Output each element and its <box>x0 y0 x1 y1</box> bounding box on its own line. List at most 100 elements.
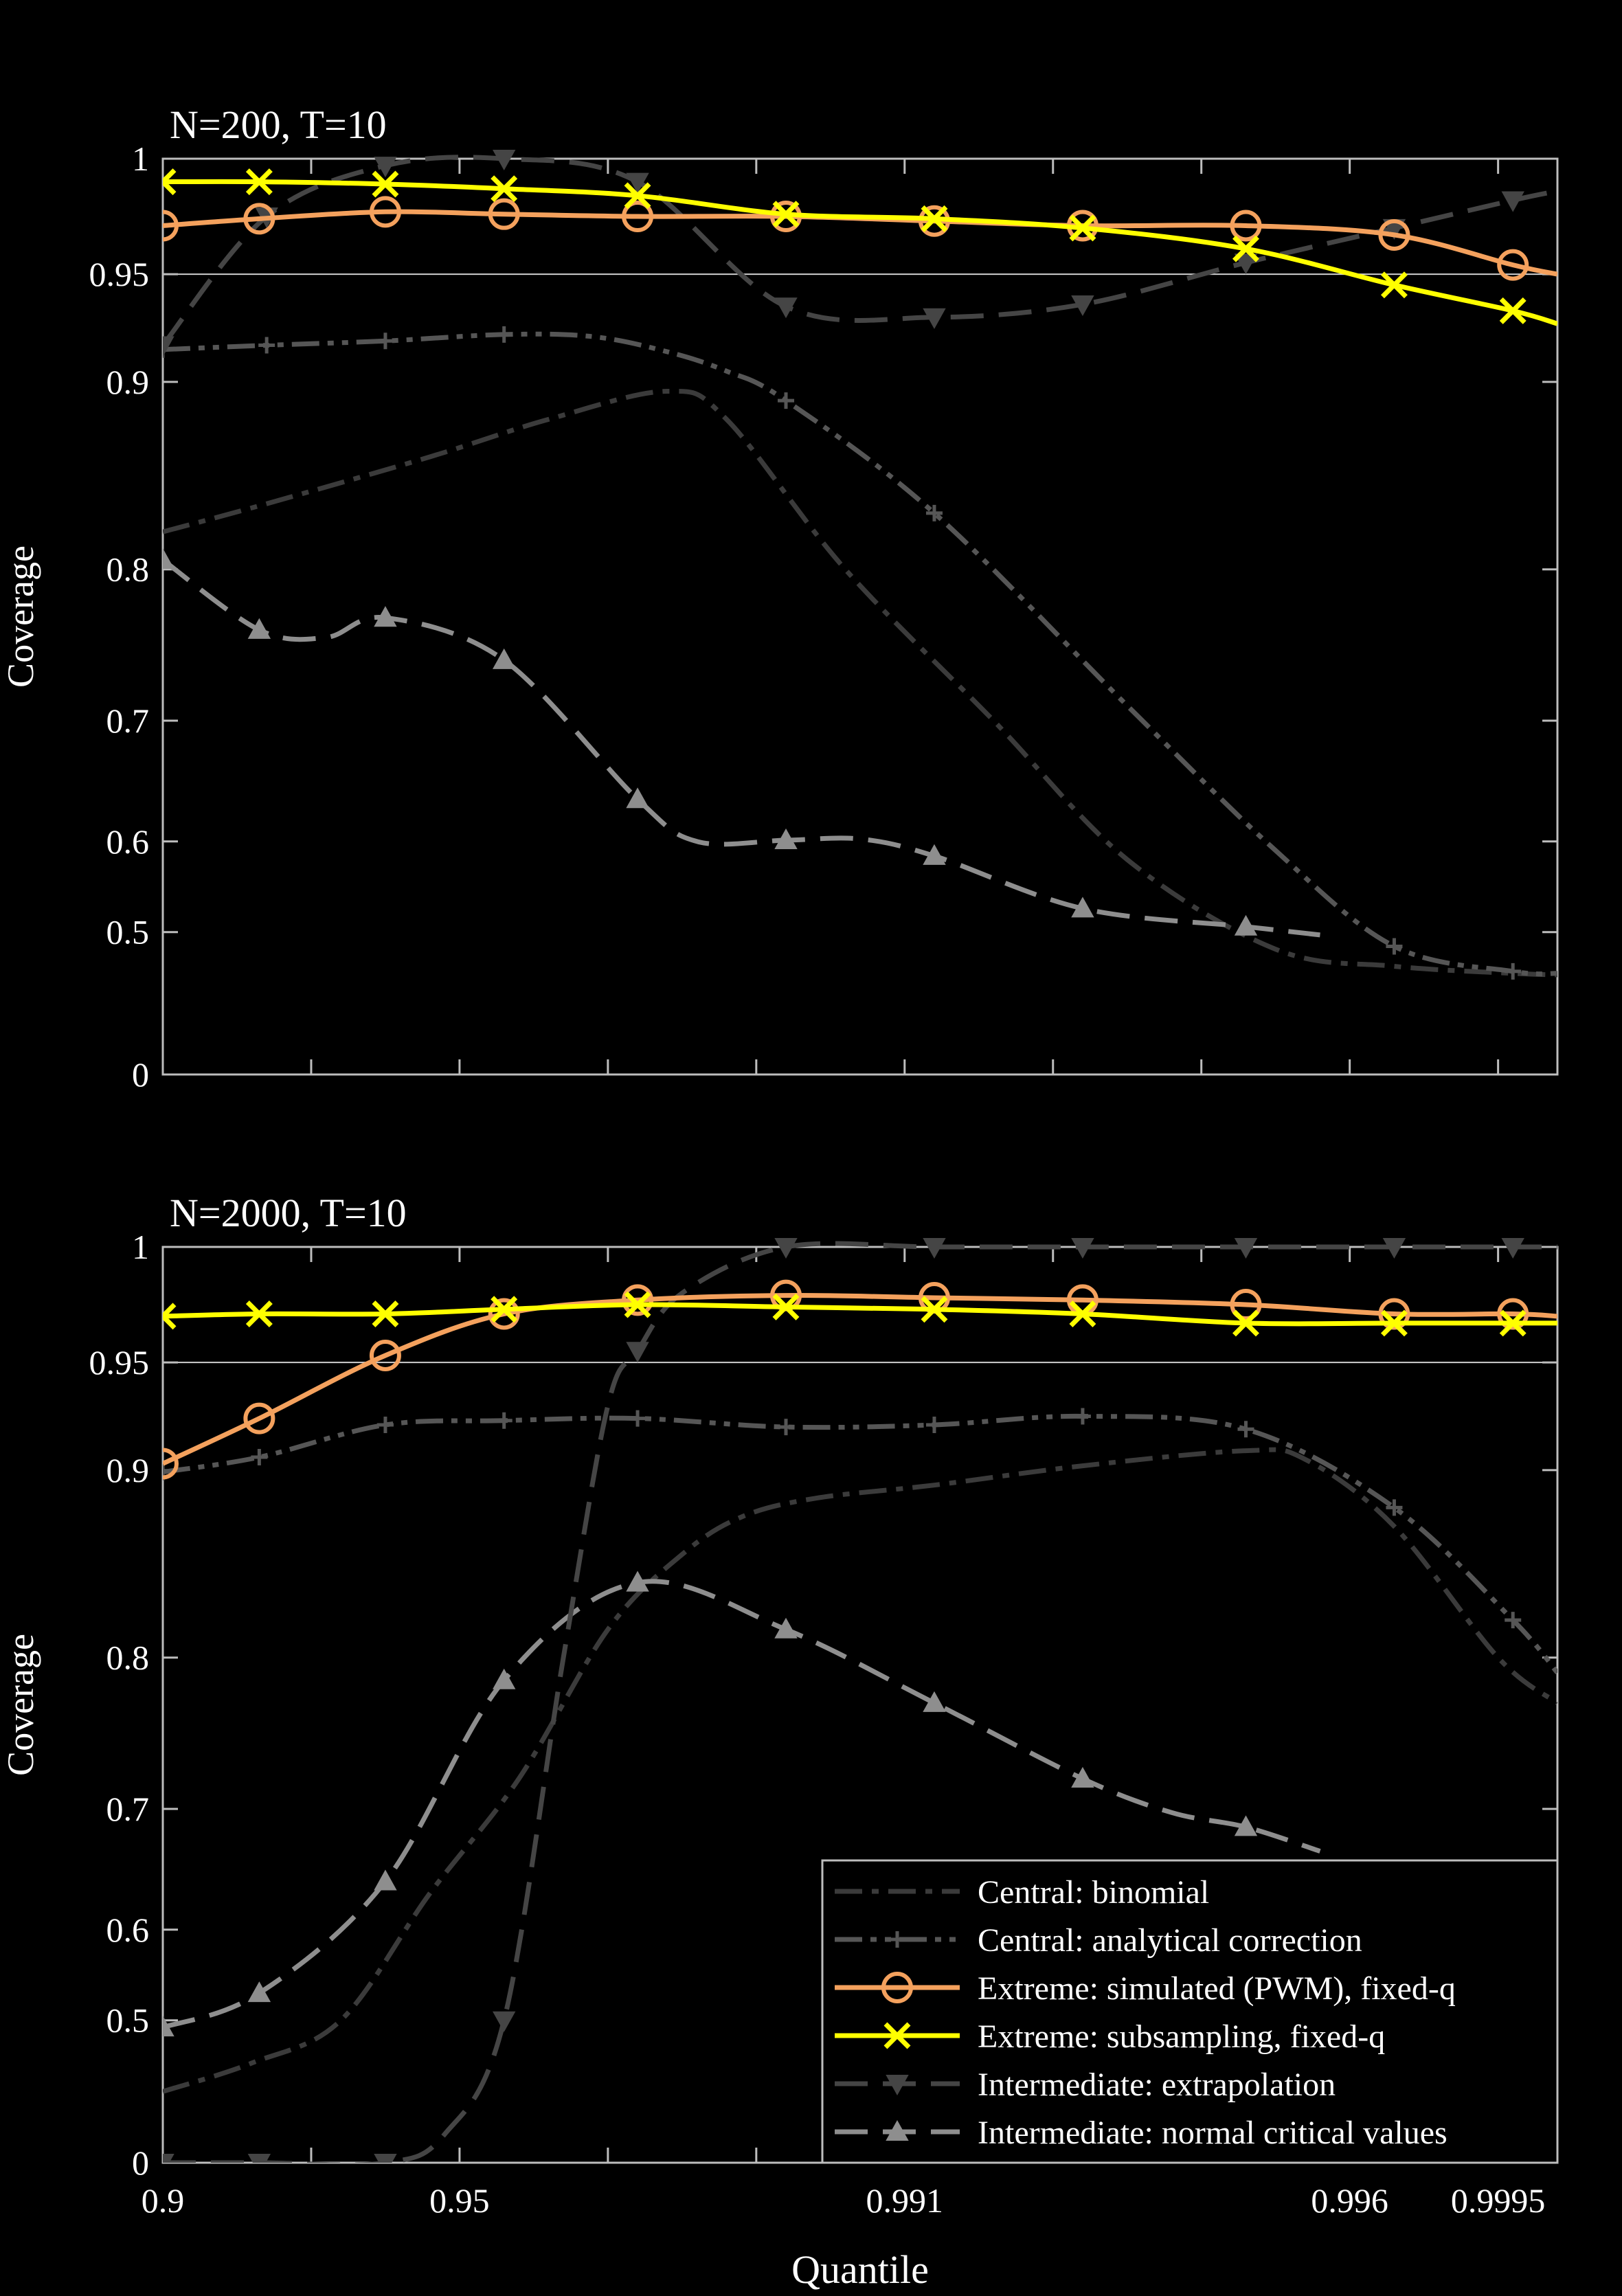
series-marker-extreme-simulated-pwm-fixed-q <box>1230 210 1262 242</box>
series-marker-extreme-simulated-pwm-fixed-q <box>243 203 275 235</box>
legend-label-intermediate-normal-critical-values: Intermediate: normal critical values <box>978 2115 1448 2151</box>
series-marker-intermediate-normal-critical-values <box>626 787 649 809</box>
y-tick-label: 0.9 <box>106 363 150 401</box>
series-marker-extreme-subsampling-fixed-q <box>1380 1309 1408 1337</box>
y-tick-label: 0.9 <box>106 1451 150 1489</box>
series-marker-intermediate-normal-critical-values <box>923 1691 946 1712</box>
series-marker-extreme-subsampling-fixed-q <box>1499 1309 1527 1337</box>
series-marker-intermediate-normal-critical-values <box>493 648 516 669</box>
series-marker-intermediate-extrapolation <box>493 150 516 171</box>
series-marker-extreme-simulated-pwm-fixed-q <box>622 1284 654 1316</box>
series-marker-central-analytical-correction <box>1237 1421 1254 1438</box>
series-marker-intermediate-extrapolation <box>774 297 798 319</box>
x-axis-label: Quantile <box>791 2247 929 2292</box>
y-tick-label: 1 <box>132 139 149 178</box>
legend-label-extreme-simulated-pwm-fixed-q: Extreme: simulated (PWM), fixed-q <box>978 1970 1456 2007</box>
panel-bottom: 0 0.5 0.6 0.7 0.8 0.9 0.95 1 0.9 0.95 0.991 0.996 0.… <box>0 1191 1559 2292</box>
series-group <box>163 150 1557 980</box>
y-tick-label: 0 <box>132 2143 149 2182</box>
series-marker-intermediate-extrapolation <box>1501 191 1524 212</box>
series-marker-intermediate-extrapolation <box>493 2011 516 2032</box>
series-marker-intermediate-normal-critical-values <box>374 606 397 627</box>
series-line-central-binomial <box>163 388 1557 978</box>
y-tick-label: 0 <box>132 1055 149 1094</box>
series-marker-extreme-subsampling-fixed-q <box>491 1296 518 1323</box>
series-marker-intermediate-normal-critical-values <box>774 828 798 849</box>
series-marker-extreme-subsampling-fixed-q <box>163 168 177 196</box>
series-marker-extreme-subsampling-fixed-q <box>772 201 800 228</box>
series-marker-extreme-subsampling-fixed-q <box>624 182 651 210</box>
y-tick-label: 0.6 <box>106 1911 150 1949</box>
y-axis-label: Coverage <box>0 545 41 688</box>
series-marker-extreme-subsampling-fixed-q <box>372 1301 399 1327</box>
series-marker-extreme-subsampling-fixed-q <box>921 205 948 232</box>
x-tick-label: 0.991 <box>866 2181 944 2220</box>
series-marker-intermediate-normal-critical-values <box>1234 1815 1258 1836</box>
series-marker-central-analytical-correction <box>1386 1499 1403 1516</box>
series-marker-intermediate-extrapolation <box>626 172 649 194</box>
y-tick-label: 0.8 <box>106 550 150 589</box>
series-marker-extreme-subsampling-fixed-q <box>245 1301 273 1327</box>
axes-frame <box>161 157 1559 1076</box>
series-marker-extreme-subsampling-fixed-q <box>245 168 273 196</box>
legend-marker-extreme-simulated-pwm-fixed-q <box>881 1972 913 2003</box>
series-marker-extreme-simulated-pwm-fixed-q <box>163 1448 179 1480</box>
series-marker-intermediate-extrapolation <box>1234 1238 1258 1259</box>
series-marker-extreme-subsampling-fixed-q <box>1069 214 1096 242</box>
series-marker-central-analytical-correction <box>376 1417 394 1434</box>
y-tick-label: 0.6 <box>106 822 150 861</box>
series-marker-central-analytical-correction <box>163 1463 171 1481</box>
series-marker-intermediate-normal-critical-values <box>374 1869 397 1891</box>
series-marker-extreme-subsampling-fixed-q <box>1232 1309 1259 1337</box>
series-marker-extreme-subsampling-fixed-q <box>624 1291 651 1318</box>
series-marker-extreme-simulated-pwm-fixed-q <box>1497 1298 1529 1330</box>
series-marker-central-analytical-correction <box>251 1449 268 1466</box>
panel-title: N=200, T=10 <box>170 102 387 147</box>
series-marker-intermediate-normal-critical-values <box>247 618 271 639</box>
series-marker-extreme-simulated-pwm-fixed-q <box>488 198 520 230</box>
series-marker-central-analytical-correction <box>778 1419 795 1436</box>
legend-marker-extreme-subsampling-fixed-q <box>883 2022 911 2049</box>
series-marker-extreme-simulated-pwm-fixed-q <box>369 196 401 228</box>
y-tick-label: 0.8 <box>106 1639 150 1677</box>
x-tick-label: 0.95 <box>429 2181 490 2220</box>
series-marker-central-analytical-correction <box>495 326 512 343</box>
y-tick-label: 1 <box>132 1228 149 1266</box>
series-marker-intermediate-normal-critical-values <box>774 1617 798 1639</box>
series-marker-extreme-simulated-pwm-fixed-q <box>488 1298 520 1330</box>
series-marker-intermediate-extrapolation <box>1501 1238 1524 1259</box>
series-marker-central-analytical-correction <box>1505 1612 1522 1629</box>
series-marker-intermediate-normal-critical-values <box>247 1981 271 2003</box>
legend-marker-intermediate-normal-critical-values <box>886 2119 909 2141</box>
legend-box <box>821 1859 1559 2164</box>
series-marker-central-analytical-correction <box>1074 1408 1091 1425</box>
y-tick-label: 0.7 <box>106 701 150 740</box>
series-marker-intermediate-extrapolation <box>163 2154 174 2163</box>
series-marker-central-analytical-correction <box>1505 963 1522 980</box>
series-group <box>163 1238 1557 2163</box>
panel-top: 0 0.5 0.6 0.7 0.8 0.9 0.95 1 N=200, T=10 Coverage <box>0 102 1559 1094</box>
series-marker-extreme-simulated-pwm-fixed-q <box>1378 1298 1410 1330</box>
y-tick-label: 0.5 <box>106 913 150 952</box>
series-marker-extreme-subsampling-fixed-q <box>163 1303 177 1330</box>
series-marker-extreme-simulated-pwm-fixed-q <box>622 201 654 233</box>
series-line-central-analytical-correction <box>163 1413 1557 1675</box>
series-marker-extreme-subsampling-fixed-q <box>491 175 518 203</box>
y-tick-label: 0.95 <box>89 255 150 293</box>
series-marker-central-analytical-correction <box>925 504 943 521</box>
series-line-intermediate-normal-critical-values <box>163 1579 1321 2030</box>
series-marker-intermediate-extrapolation <box>163 336 174 357</box>
series-marker-intermediate-extrapolation <box>626 1342 649 1363</box>
y-tick-label: 0.5 <box>106 2001 150 2040</box>
series-marker-intermediate-normal-critical-values <box>1071 1766 1094 1788</box>
series-marker-intermediate-extrapolation <box>923 1238 946 1259</box>
x-tick-label: 0.9 <box>142 2181 185 2220</box>
series-marker-central-analytical-correction <box>1386 938 1403 955</box>
series-marker-intermediate-extrapolation <box>1234 254 1258 275</box>
x-tick-label: 0.9995 <box>1451 2181 1546 2220</box>
legend: Central: binomial Central: analytical cor… <box>821 1859 1559 2164</box>
series-marker-intermediate-normal-critical-values <box>923 844 946 865</box>
series-marker-intermediate-extrapolation <box>1071 295 1094 317</box>
series-marker-central-analytical-correction <box>163 341 171 358</box>
series-marker-central-analytical-correction <box>925 1417 943 1434</box>
